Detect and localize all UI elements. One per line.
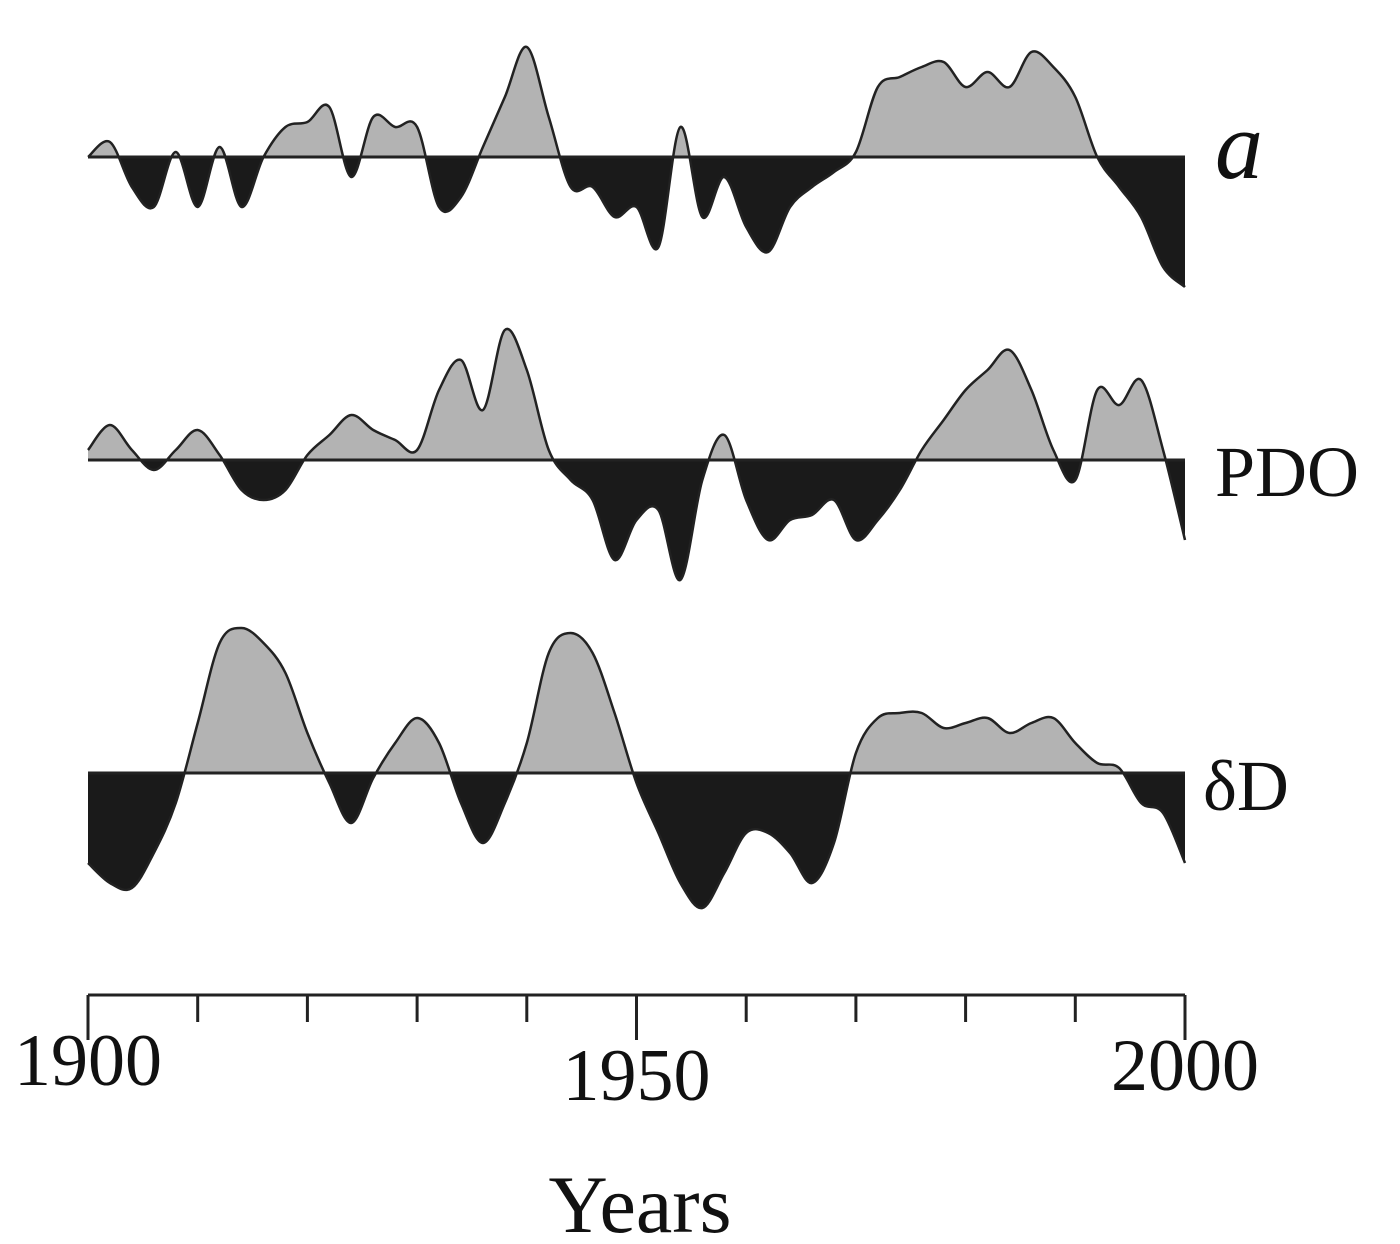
x-tick-label: 1900 <box>14 1020 162 1102</box>
series-label: PDO <box>1215 432 1359 512</box>
series-label: a <box>1215 92 1263 199</box>
positive-area <box>88 46 1185 157</box>
negative-area <box>88 157 1185 287</box>
positive-area <box>88 328 1185 460</box>
positive-area <box>88 627 1185 773</box>
x-tick-label: 1950 <box>563 1035 711 1117</box>
series-line <box>87 45 1186 288</box>
series-label: δD <box>1203 746 1289 826</box>
series-line <box>87 327 1187 582</box>
x-axis-label: Years <box>548 1159 731 1244</box>
x-tick-label: 2000 <box>1111 1025 1259 1107</box>
series-line <box>87 626 1187 910</box>
negative-area <box>88 460 1185 581</box>
